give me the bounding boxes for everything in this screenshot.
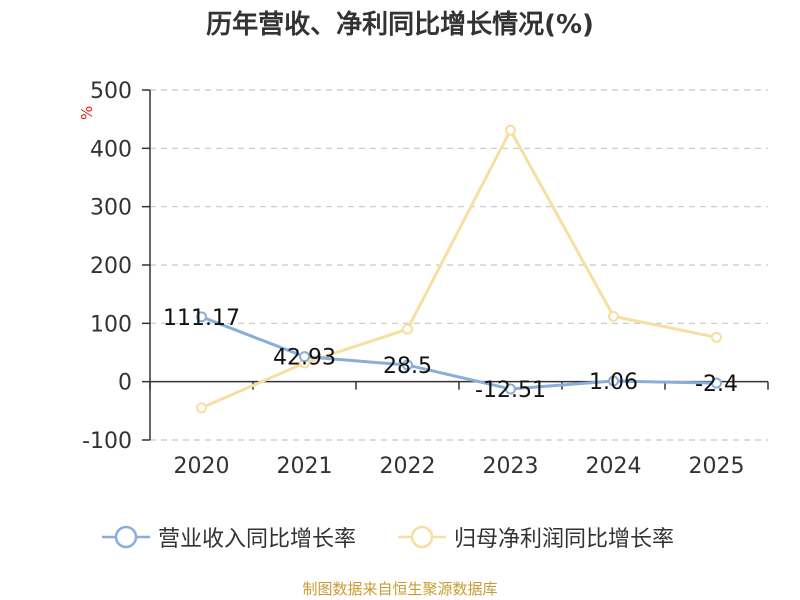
data-point bbox=[711, 331, 722, 343]
data-label: 28.5 bbox=[383, 354, 432, 379]
data-point bbox=[505, 124, 516, 136]
y-tick-label: 200 bbox=[90, 254, 132, 279]
y-tick-label: 400 bbox=[90, 137, 132, 162]
y-axis-unit: % bbox=[78, 105, 96, 120]
legend-label-net-profit: 归母净利润同比增长率 bbox=[454, 527, 675, 552]
data-point bbox=[711, 377, 722, 389]
data-point bbox=[608, 310, 619, 322]
data-label: 111.17 bbox=[163, 306, 240, 331]
data-label: -12.51 bbox=[475, 378, 546, 403]
x-tick-label: 2024 bbox=[586, 454, 642, 479]
legend-item-net-profit[interactable]: 归母净利润同比增长率 bbox=[398, 519, 674, 555]
chart-title: 历年营收、净利同比增长情况(%) bbox=[206, 10, 594, 40]
y-tick-label: 0 bbox=[118, 371, 132, 396]
legend-label-revenue: 营业收入同比增长率 bbox=[158, 527, 357, 552]
x-tick-label: 2022 bbox=[380, 454, 436, 479]
data-label: 1.06 bbox=[589, 370, 638, 395]
x-tick-label: 2025 bbox=[689, 454, 745, 479]
legend-marker-net-profit bbox=[398, 525, 446, 549]
data-point bbox=[299, 351, 310, 363]
x-tick-label: 2021 bbox=[277, 454, 333, 479]
y-tick-label: 500 bbox=[90, 79, 132, 104]
y-tick-label: 100 bbox=[90, 312, 132, 337]
data-label: 42.93 bbox=[273, 346, 336, 371]
legend-marker-revenue bbox=[102, 525, 150, 549]
x-tick-label: 2023 bbox=[483, 454, 539, 479]
x-tick-label: 2020 bbox=[174, 454, 230, 479]
chart-legend: 营业收入同比增长率 归母净利润同比增长率 bbox=[0, 519, 800, 555]
legend-item-revenue[interactable]: 营业收入同比增长率 bbox=[102, 519, 356, 555]
data-point bbox=[402, 323, 413, 335]
data-point bbox=[196, 311, 207, 323]
data-point bbox=[505, 383, 516, 395]
series-line bbox=[200, 128, 717, 410]
y-tick-label: -100 bbox=[82, 429, 132, 454]
data-point bbox=[402, 359, 413, 371]
data-point bbox=[196, 402, 207, 414]
data-point bbox=[608, 375, 619, 387]
data-source-note: 制图数据来自恒生聚源数据库 bbox=[302, 580, 498, 598]
series-line bbox=[200, 315, 717, 391]
data-label: -2.4 bbox=[695, 372, 738, 397]
y-tick-label: 300 bbox=[90, 196, 132, 221]
